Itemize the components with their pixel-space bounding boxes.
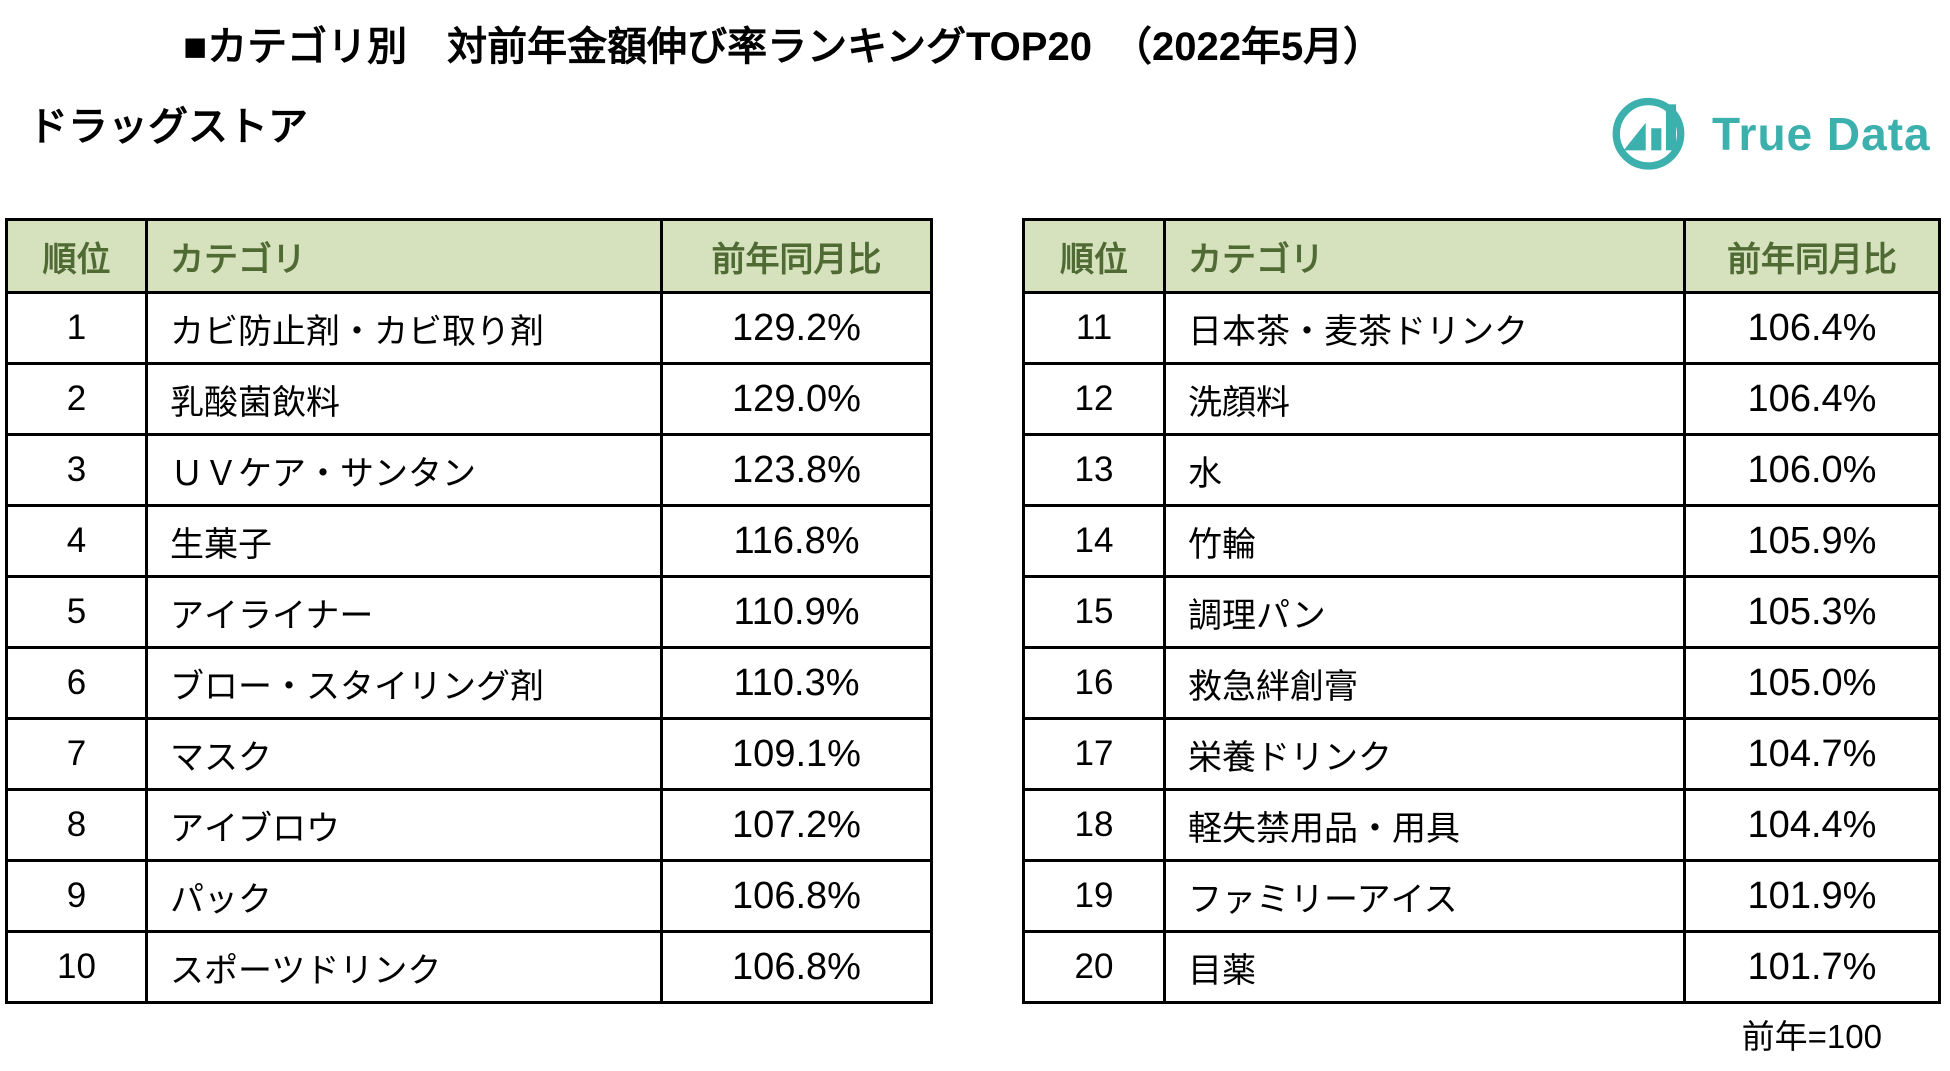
- table-row: 15 調理パン 105.3%: [1022, 575, 1941, 649]
- value-cell: 116.8%: [660, 504, 933, 578]
- rank-cell: 17: [1022, 717, 1166, 791]
- rank-cell: 2: [5, 362, 148, 436]
- rank-cell: 4: [5, 504, 148, 578]
- value-cell: 109.1%: [660, 717, 933, 791]
- rank-cell: 15: [1022, 575, 1166, 649]
- rank-cell: 20: [1022, 930, 1166, 1004]
- rank-header: 順位: [1022, 218, 1166, 294]
- category-cell: 生菓子: [145, 504, 663, 578]
- category-cell: 調理パン: [1163, 575, 1686, 649]
- table-row: 2 乳酸菌飲料 129.0%: [5, 362, 933, 436]
- rank-cell: 5: [5, 575, 148, 649]
- table-row: 1 カビ防止剤・カビ取り剤 129.2%: [5, 291, 933, 365]
- ranking-table-11-20: 順位 カテゴリ 前年同月比 11 日本茶・麦茶ドリンク 106.4% 12 洗顔…: [1022, 218, 1941, 1004]
- category-cell: カビ防止剤・カビ取り剤: [145, 291, 663, 365]
- table-row: 10 スポーツドリンク 106.8%: [5, 930, 933, 1004]
- rank-cell: 1: [5, 291, 148, 365]
- table-row: 7 マスク 109.1%: [5, 717, 933, 791]
- rank-cell: 8: [5, 788, 148, 862]
- value-cell: 110.9%: [660, 575, 933, 649]
- rank-cell: 13: [1022, 433, 1166, 507]
- table-row: 9 パック 106.8%: [5, 859, 933, 933]
- table-row: 6 ブロー・スタイリング剤 110.3%: [5, 646, 933, 720]
- rank-cell: 19: [1022, 859, 1166, 933]
- value-cell: 129.0%: [660, 362, 933, 436]
- category-cell: 軽失禁用品・用具: [1163, 788, 1686, 862]
- category-cell: ファミリーアイス: [1163, 859, 1686, 933]
- rank-cell: 10: [5, 930, 148, 1004]
- category-cell: 栄養ドリンク: [1163, 717, 1686, 791]
- value-cell: 101.9%: [1683, 859, 1941, 933]
- table-row: 13 水 106.0%: [1022, 433, 1941, 507]
- table-row: 12 洗顔料 106.4%: [1022, 362, 1941, 436]
- table-row: 20 目薬 101.7%: [1022, 930, 1941, 1004]
- value-cell: 107.2%: [660, 788, 933, 862]
- value-cell: 104.7%: [1683, 717, 1941, 791]
- value-cell: 106.8%: [660, 859, 933, 933]
- table-row: 5 アイライナー 110.9%: [5, 575, 933, 649]
- category-cell: 洗顔料: [1163, 362, 1686, 436]
- value-cell: 101.7%: [1683, 930, 1941, 1004]
- rank-cell: 9: [5, 859, 148, 933]
- category-cell: ブロー・スタイリング剤: [145, 646, 663, 720]
- rank-cell: 7: [5, 717, 148, 791]
- rank-cell: 12: [1022, 362, 1166, 436]
- category-cell: 水: [1163, 433, 1686, 507]
- category-cell: 乳酸菌飲料: [145, 362, 663, 436]
- value-cell: 105.0%: [1683, 646, 1941, 720]
- rank-cell: 18: [1022, 788, 1166, 862]
- header-row: 順位 カテゴリ 前年同月比: [5, 218, 933, 294]
- table-row: 18 軽失禁用品・用具 104.4%: [1022, 788, 1941, 862]
- category-cell: 日本茶・麦茶ドリンク: [1163, 291, 1686, 365]
- category-cell: アイライナー: [145, 575, 663, 649]
- value-cell: 106.4%: [1683, 362, 1941, 436]
- table-row: 11 日本茶・麦茶ドリンク 106.4%: [1022, 291, 1941, 365]
- table-row: 17 栄養ドリンク 104.7%: [1022, 717, 1941, 791]
- true-data-logo: True Data: [1608, 88, 1931, 179]
- category-cell: パック: [145, 859, 663, 933]
- value-cell: 123.8%: [660, 433, 933, 507]
- table-row: 19 ファミリーアイス 101.9%: [1022, 859, 1941, 933]
- value-cell: 104.4%: [1683, 788, 1941, 862]
- category-cell: マスク: [145, 717, 663, 791]
- category-cell: アイブロウ: [145, 788, 663, 862]
- category-cell: 竹輪: [1163, 504, 1686, 578]
- table-row: 14 竹輪 105.9%: [1022, 504, 1941, 578]
- value-header: 前年同月比: [1683, 218, 1941, 294]
- page-title: ■カテゴリ別 対前年金額伸び率ランキングTOP20 （2022年5月）: [183, 25, 1384, 69]
- table-row: 3 ＵＶケア・サンタン 123.8%: [5, 433, 933, 507]
- rank-cell: 6: [5, 646, 148, 720]
- rank-cell: 14: [1022, 504, 1166, 578]
- value-cell: 105.9%: [1683, 504, 1941, 578]
- category-header: カテゴリ: [145, 218, 663, 294]
- table-row: 16 救急絆創膏 105.0%: [1022, 646, 1941, 720]
- value-header: 前年同月比: [660, 218, 933, 294]
- value-cell: 106.8%: [660, 930, 933, 1004]
- rank-cell: 3: [5, 433, 148, 507]
- bar-chart-circle-icon: [1608, 88, 1700, 179]
- value-cell: 106.0%: [1683, 433, 1941, 507]
- table-row: 8 アイブロウ 107.2%: [5, 788, 933, 862]
- category-cell: スポーツドリンク: [145, 930, 663, 1004]
- rank-header: 順位: [5, 218, 148, 294]
- value-cell: 129.2%: [660, 291, 933, 365]
- category-cell: ＵＶケア・サンタン: [145, 433, 663, 507]
- logo-wordmark: True Data: [1712, 107, 1931, 160]
- category-cell: 救急絆創膏: [1163, 646, 1686, 720]
- value-cell: 105.3%: [1683, 575, 1941, 649]
- category-cell: 目薬: [1163, 930, 1686, 1004]
- category-header: カテゴリ: [1163, 218, 1686, 294]
- rank-cell: 16: [1022, 646, 1166, 720]
- value-cell: 106.4%: [1683, 291, 1941, 365]
- rank-cell: 11: [1022, 291, 1166, 365]
- channel-subtitle: ドラッグストア: [28, 105, 308, 149]
- value-cell: 110.3%: [660, 646, 933, 720]
- ranking-table-1-10: 順位 カテゴリ 前年同月比 1 カビ防止剤・カビ取り剤 129.2% 2 乳酸菌…: [5, 218, 933, 1004]
- table-row: 4 生菓子 116.8%: [5, 504, 933, 578]
- header-row: 順位 カテゴリ 前年同月比: [1022, 218, 1941, 294]
- baseline-note: 前年=100: [1741, 1018, 1882, 1055]
